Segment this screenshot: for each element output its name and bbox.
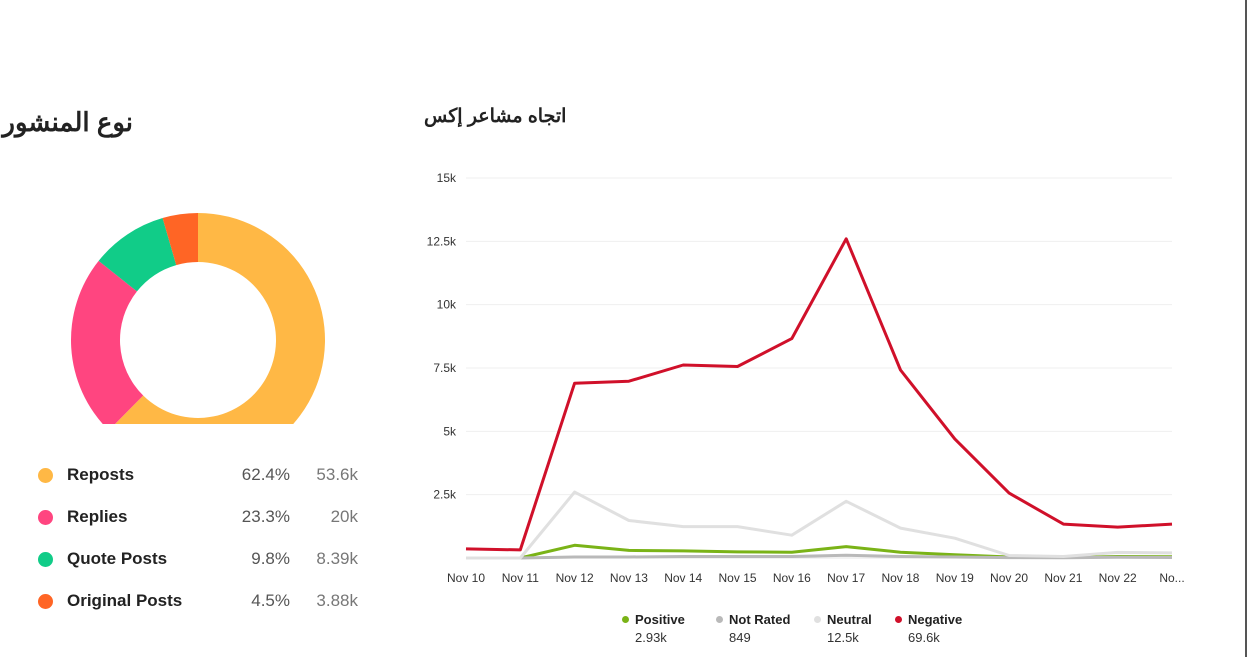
legend-item-reposts[interactable]: Reposts 62.4% 53.6k [38,462,368,504]
legend-label: Positive [635,612,685,627]
sentiment-line-chart: 2.5k 5k 7.5k 10k 12.5k 15k Nov 10 Nov 11 Nov 12… [427,171,1185,585]
legend-total: 12.5k [827,630,859,645]
donut-slice-original-posts[interactable] [162,213,198,266]
legend-item-quote-posts[interactable]: Quote Posts 9.8% 8.39k [38,546,368,588]
legend-item-neutral[interactable]: Neutral 12.5k [814,612,872,645]
series-line-neutral[interactable] [466,490,1173,560]
negative-dot-icon [895,616,902,624]
legend-value: 8.39k [316,549,358,568]
x-tick-label: Nov 14 [664,571,702,585]
legend-label: Reposts [67,465,135,484]
sentiment-legend: Positive 2.93k Not Rated 849 Neutral 12.… [622,612,1002,652]
x-tick-label: Nov 12 [556,571,594,585]
legend-label: Neutral [827,612,872,627]
legend-value: 3.88k [316,591,358,610]
not-rated-dot-icon [716,616,723,624]
x-tick-label: Nov 21 [1044,571,1082,585]
legend-total: 2.93k [635,630,667,645]
x-tick-label: Nov 17 [827,571,865,585]
neutral-dot-icon [814,616,821,624]
legend-label: Negative [908,612,963,627]
x-tick-label: Nov 16 [773,571,811,585]
legend-percentage: 23.3% [241,507,290,526]
legend-percentage: 62.4% [241,465,290,484]
y-tick-label: 10k [437,298,457,312]
legend-value: 53.6k [316,465,358,484]
x-tick-label: Nov 20 [990,571,1028,585]
post-type-legend: Reposts 62.4% 53.6k Replies 23.3% 20k Qu… [38,462,368,630]
window-right-border [1245,0,1247,657]
legend-total: 69.6k [908,630,940,645]
reposts-swatch [38,468,53,483]
x-tick-label: Nov 18 [881,571,919,585]
legend-item-not-rated[interactable]: Not Rated 849 [716,612,790,645]
post-type-donut-chart [71,213,325,424]
legend-label: Replies [67,507,128,526]
legend-item-negative[interactable]: Negative 69.6k [895,612,962,645]
x-tick-label: Nov 13 [610,571,648,585]
y-tick-label: 12.5k [427,234,457,248]
quote-posts-swatch [38,552,53,567]
x-tick-label: Nov 19 [936,571,974,585]
x-tick-label: Nov 22 [1099,571,1137,585]
x-tick-label: Nov 15 [719,571,757,585]
legend-value: 20k [330,507,358,526]
legend-label: Quote Posts [67,549,168,568]
donut-slice-quote-posts[interactable] [98,218,177,292]
legend-label: Original Posts [67,591,183,610]
replies-swatch [38,510,53,525]
legend-percentage: 4.5% [251,591,290,610]
legend-item-original-posts[interactable]: Original Posts 4.5% 3.88k [38,588,368,630]
original-posts-swatch [38,594,53,609]
post-type-title: نوع المنشور [2,107,133,137]
donut-slice-reposts[interactable] [109,213,325,424]
y-tick-label: 5k [443,424,457,438]
y-tick-label: 2.5k [433,488,457,502]
legend-total: 849 [729,630,751,645]
legend-label: Not Rated [729,612,791,627]
positive-dot-icon [622,616,629,624]
y-tick-label: 15k [437,171,457,185]
donut-slice-replies[interactable] [71,260,144,424]
y-tick-label: 7.5k [433,361,457,375]
sentiment-trend-title: اتجاه مشاعر إكس [424,106,567,127]
x-tick-label: Nov 11 [502,571,539,585]
legend-item-positive[interactable]: Positive 2.93k [622,612,685,645]
legend-percentage: 9.8% [251,549,290,568]
x-tick-label: Nov 10 [447,571,485,585]
series-line-negative[interactable] [465,237,1173,552]
legend-item-replies[interactable]: Replies 23.3% 20k [38,504,368,546]
x-tick-label: No... [1159,571,1184,585]
